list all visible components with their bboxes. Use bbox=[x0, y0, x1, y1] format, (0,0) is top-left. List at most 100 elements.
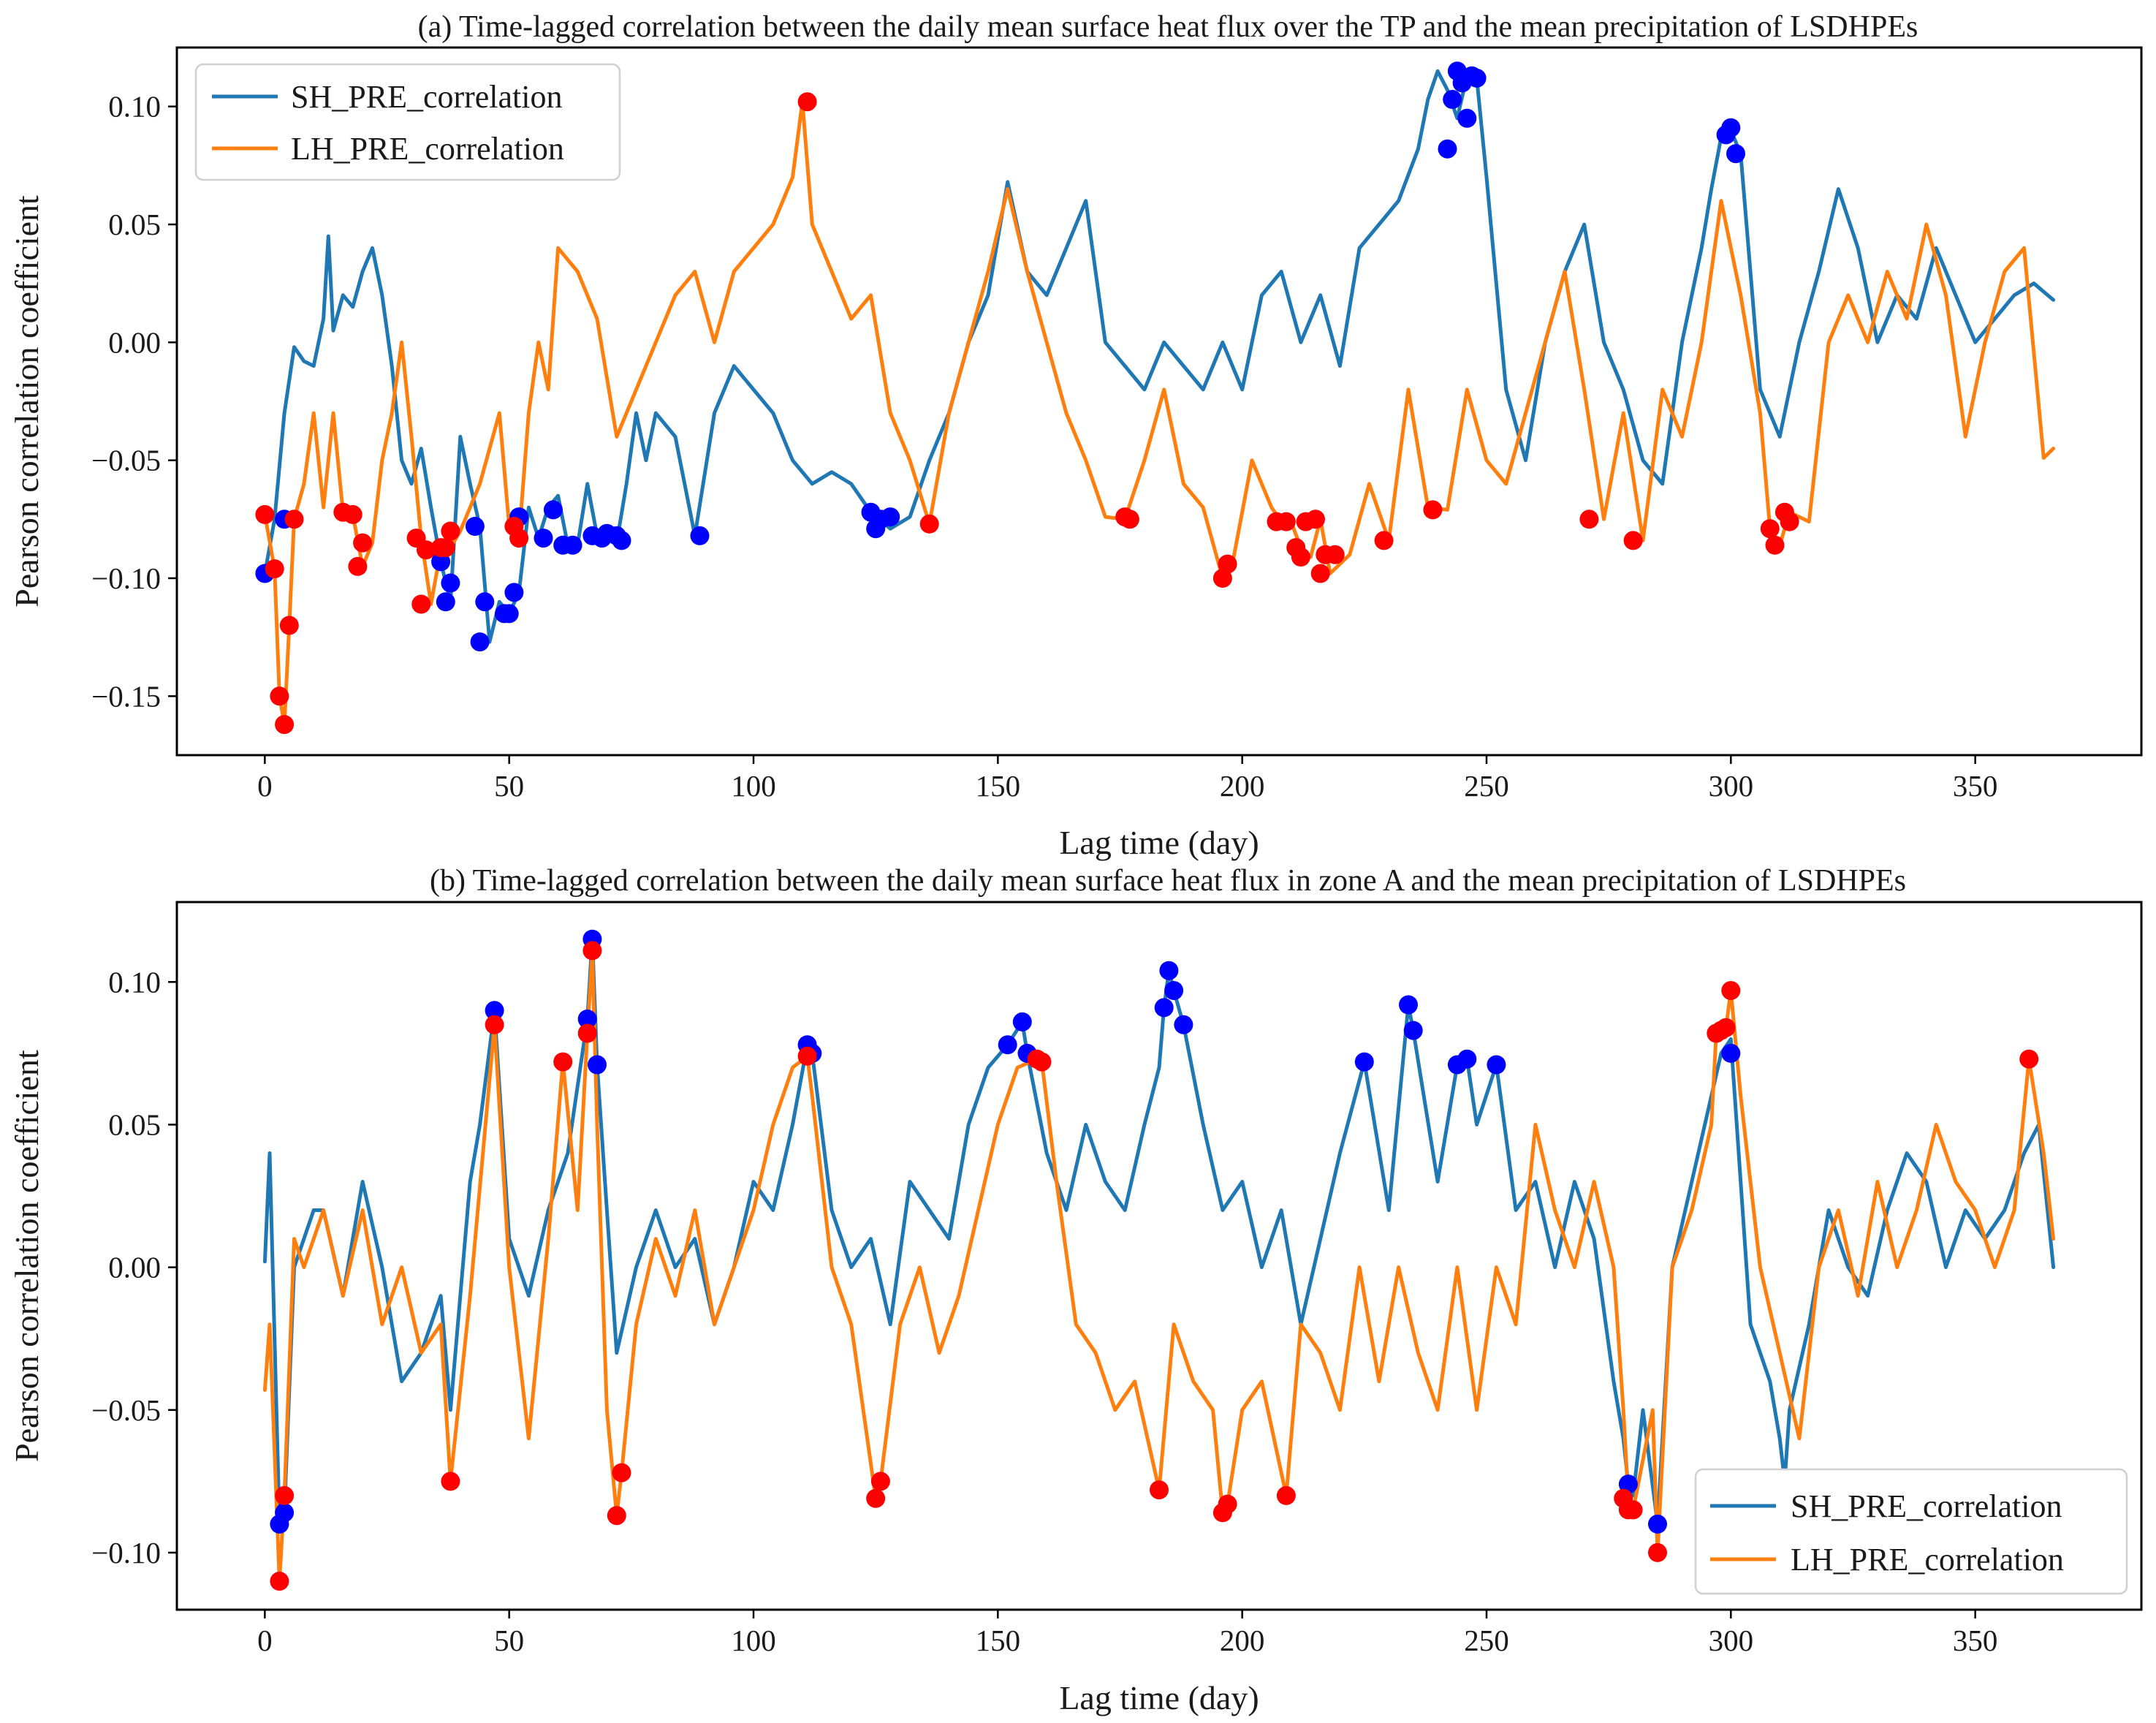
plot-frame-a bbox=[175, 46, 2143, 757]
markers-a bbox=[255, 61, 1799, 735]
x-tick-label: 350 bbox=[1953, 1624, 1998, 1657]
sh-significant-point bbox=[588, 1055, 607, 1075]
lh-significant-point bbox=[411, 594, 431, 614]
sh-significant-point bbox=[441, 573, 460, 593]
lh-significant-point bbox=[1120, 510, 1139, 529]
lh-significant-point bbox=[1325, 545, 1345, 564]
chart-panel-b: (b) Time-lagged correlation between the … bbox=[8, 864, 2143, 1716]
lh-significant-point bbox=[275, 715, 295, 735]
sh-significant-point bbox=[504, 583, 524, 602]
axis-ticks-a: 0 50 100 150 200 250 300 350 −0.15 −0.10 −0.05 0.00… bbox=[91, 90, 1997, 803]
lh-significant-point bbox=[485, 1015, 504, 1034]
lh-significant-point bbox=[607, 1506, 626, 1526]
sh-significant-point bbox=[1443, 90, 1462, 109]
y-tick-label: 0.10 bbox=[108, 90, 161, 124]
sh-significant-point bbox=[1154, 998, 1174, 1018]
sh-significant-point bbox=[881, 507, 900, 527]
lh-significant-point bbox=[1765, 535, 1785, 555]
legend-a: SH_PRE_correlation LH_PRE_correlation bbox=[194, 63, 621, 181]
lh-significant-point bbox=[866, 1488, 886, 1508]
sh-significant-point bbox=[1354, 1052, 1374, 1072]
y-tick-label: −0.10 bbox=[91, 561, 161, 595]
lh-significant-point bbox=[1218, 554, 1237, 574]
x-tick-label: 250 bbox=[1464, 1624, 1509, 1657]
sh-significant-point bbox=[1399, 995, 1418, 1015]
lh-significant-point bbox=[919, 514, 939, 534]
lh-significant-point bbox=[797, 92, 817, 112]
lh-significant-point bbox=[348, 556, 368, 576]
sh-significant-point bbox=[1159, 961, 1179, 980]
sh-significant-point bbox=[577, 1010, 597, 1029]
legend-label-sh-b: SH_PRE_correlation bbox=[1791, 1488, 2062, 1524]
x-axis-label-b: Lag time (day) bbox=[1059, 1679, 1259, 1716]
lh-significant-point bbox=[1150, 1480, 1169, 1500]
sh-significant-point bbox=[1487, 1055, 1506, 1075]
x-tick-label: 350 bbox=[1953, 769, 1998, 803]
lh-significant-point bbox=[870, 1472, 890, 1491]
x-tick-label: 50 bbox=[494, 769, 524, 803]
sh-significant-point bbox=[1403, 1020, 1423, 1040]
chart-title-a: (a) Time-lagged correlation between the … bbox=[418, 10, 1918, 44]
y-tick-label: −0.05 bbox=[91, 1393, 161, 1427]
lh-significant-point bbox=[441, 1472, 460, 1491]
sh-significant-point bbox=[485, 1001, 504, 1020]
sh-significant-point bbox=[1438, 139, 1457, 159]
sh-significant-point bbox=[1721, 118, 1741, 137]
x-tick-label: 250 bbox=[1464, 769, 1509, 803]
lh-significant-point bbox=[1306, 510, 1325, 529]
plot-frame-b bbox=[175, 901, 2143, 1611]
sh-significant-point bbox=[1467, 68, 1487, 88]
chart-title-b: (b) Time-lagged correlation between the … bbox=[430, 864, 1906, 898]
lh-pre-correlation-line-b bbox=[262, 951, 2056, 1583]
lh-significant-point bbox=[582, 941, 602, 961]
lh-significant-point bbox=[1032, 1052, 1052, 1072]
lh-significant-point bbox=[1579, 510, 1599, 529]
lh-significant-point bbox=[265, 559, 284, 579]
lh-significant-point bbox=[284, 510, 304, 529]
sh-significant-point bbox=[1726, 144, 1745, 164]
lh-significant-point bbox=[353, 533, 373, 553]
lh-significant-point bbox=[1623, 531, 1643, 550]
lh-significant-point bbox=[275, 1485, 295, 1505]
lh-significant-point bbox=[1760, 519, 1780, 539]
legend-b: SH_PRE_correlation LH_PRE_correlation bbox=[1694, 1468, 2128, 1595]
sh-significant-point bbox=[563, 535, 582, 555]
sh-significant-point bbox=[465, 517, 485, 536]
sh-significant-point bbox=[1012, 1012, 1032, 1031]
lh-significant-point bbox=[1721, 981, 1741, 1000]
lh-significant-point bbox=[1310, 564, 1330, 583]
lh-significant-point bbox=[1648, 1542, 1667, 1562]
sh-significant-point bbox=[470, 632, 490, 652]
lh-significant-point bbox=[255, 504, 275, 524]
lh-pre-correlation-line-a bbox=[262, 99, 2056, 727]
y-tick-label: −0.05 bbox=[91, 444, 161, 477]
lh-significant-point bbox=[577, 1023, 597, 1043]
sh-significant-point bbox=[1648, 1514, 1667, 1534]
legend-label-lh-a: LH_PRE_correlation bbox=[291, 131, 564, 167]
legend-label-lh-b: LH_PRE_correlation bbox=[1791, 1542, 2064, 1578]
lh-significant-point bbox=[279, 616, 299, 635]
y-tick-label: −0.10 bbox=[91, 1536, 161, 1569]
lh-significant-point bbox=[2019, 1049, 2039, 1069]
y-tick-label: 0.00 bbox=[108, 325, 161, 359]
lh-significant-point bbox=[1623, 1500, 1643, 1520]
lh-significant-point bbox=[1780, 512, 1799, 531]
x-tick-label: 100 bbox=[731, 769, 776, 803]
sh-significant-point bbox=[499, 604, 519, 624]
sh-significant-point bbox=[1457, 108, 1477, 128]
lh-significant-point bbox=[1276, 1485, 1296, 1505]
lh-significant-point bbox=[509, 529, 529, 548]
sh-significant-point bbox=[690, 526, 710, 545]
x-tick-label: 300 bbox=[1709, 1624, 1754, 1657]
x-tick-label: 50 bbox=[494, 1624, 524, 1657]
lh-significant-point bbox=[1423, 500, 1443, 520]
y-tick-label: 0.05 bbox=[108, 1107, 161, 1141]
sh-significant-point bbox=[1174, 1015, 1193, 1034]
x-axis-label-a: Lag time (day) bbox=[1059, 824, 1259, 861]
lh-significant-point bbox=[436, 538, 455, 558]
axis-ticks-b: 0 50 100 150 200 250 300 350 −0.10 −0.05 0.00 0.05 0… bbox=[91, 965, 1997, 1657]
lh-significant-point bbox=[1276, 512, 1296, 531]
x-tick-label: 0 bbox=[257, 769, 273, 803]
